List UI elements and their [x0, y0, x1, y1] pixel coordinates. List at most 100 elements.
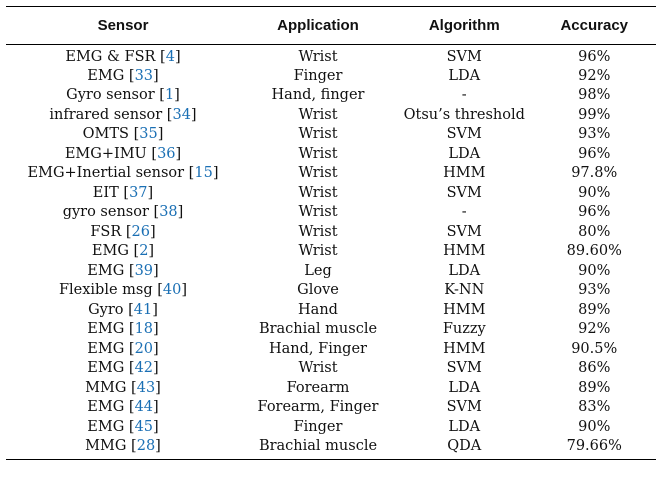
- cell-accuracy: 83%: [578, 399, 611, 416]
- table-row: FSR [26] Wrist SVM 80%: [6, 222, 656, 242]
- cell-application: Wrist: [298, 106, 338, 123]
- citation-link[interactable]: 45: [134, 418, 154, 435]
- cell-algorithm: HMM: [443, 340, 486, 357]
- citation-link[interactable]: 38: [159, 204, 178, 221]
- cell-algorithm: LDA: [448, 379, 481, 396]
- table-header: Sensor Application Algorithm Accuracy: [6, 6, 656, 45]
- citation-link[interactable]: 1: [164, 87, 175, 104]
- sensor-name: FSR: [90, 223, 122, 240]
- cell-sensor: EMG [45]: [87, 418, 159, 435]
- sensor-name: infrared sensor: [49, 106, 163, 123]
- table-row: EMG [45] Finger LDA 90%: [6, 417, 656, 437]
- citation-link[interactable]: 35: [139, 126, 158, 143]
- citation-link[interactable]: 43: [136, 379, 156, 396]
- citation-link[interactable]: 26: [131, 223, 150, 240]
- cell-accuracy: 90%: [578, 418, 611, 435]
- cell-accuracy: 80%: [578, 223, 611, 240]
- cell-application: Wrist: [298, 184, 338, 201]
- citation-link[interactable]: 42: [134, 360, 154, 377]
- citation-link[interactable]: 28: [136, 437, 156, 454]
- cell-sensor: EMG+Inertial sensor [15]: [27, 165, 219, 182]
- cell-accuracy: 86%: [578, 360, 611, 377]
- table-row: OMTS [35] Wrist SVM 93%: [6, 125, 656, 145]
- cell-sensor: EMG [42]: [87, 360, 159, 377]
- cell-sensor: EMG [33]: [87, 67, 159, 84]
- cell-algorithm: SVM: [446, 49, 482, 65]
- cell-accuracy: 89.60%: [566, 243, 622, 260]
- table-row: EMG & FSR [4] Wrist SVM 96%: [6, 45, 656, 67]
- cell-accuracy: 98%: [578, 87, 611, 104]
- cell-application: Wrist: [298, 145, 338, 162]
- cell-accuracy: 93%: [578, 126, 611, 143]
- citation-link[interactable]: 41: [133, 301, 153, 318]
- sensor-name: EMG+Inertial sensor: [27, 165, 185, 182]
- header-row: Sensor Application Algorithm Accuracy: [6, 6, 656, 45]
- cell-sensor: EMG [20]: [87, 340, 159, 357]
- citation-link[interactable]: 34: [172, 106, 191, 123]
- cell-sensor: gyro sensor [38]: [62, 204, 184, 221]
- table-row: gyro sensor [38] Wrist - 96%: [6, 203, 656, 223]
- citation-link[interactable]: 4: [165, 49, 175, 65]
- citation-link[interactable]: 37: [129, 184, 148, 201]
- table-row: EMG [44] Forearm, Finger SVM 83%: [6, 398, 656, 418]
- table-row: EMG+IMU [36] Wrist LDA 96%: [6, 144, 656, 164]
- cell-application: Wrist: [298, 243, 338, 260]
- sensor-name: EMG: [87, 340, 125, 357]
- cell-application: Finger: [293, 418, 343, 435]
- cell-sensor: EMG & FSR [4]: [65, 49, 181, 65]
- cell-accuracy: 97.8%: [571, 165, 618, 182]
- table-row: Flexible msg [40] Glove K-NN 93%: [6, 281, 656, 301]
- sensor-name: MMG: [85, 437, 127, 454]
- table-row: infrared sensor [34] Wrist Otsu’s threshol…: [6, 105, 656, 125]
- cell-application: Wrist: [298, 49, 338, 65]
- citation-link[interactable]: 36: [157, 145, 176, 162]
- citation-link[interactable]: 33: [134, 67, 154, 84]
- cell-accuracy: 92%: [578, 67, 611, 84]
- table-row: EMG [18] Brachial muscle Fuzzy 92%: [6, 320, 656, 340]
- citation-link[interactable]: 40: [162, 282, 182, 299]
- cell-accuracy: 96%: [578, 204, 611, 221]
- citation-link[interactable]: 39: [134, 262, 154, 279]
- cell-algorithm: SVM: [446, 223, 482, 240]
- sensor-name: Gyro: [88, 301, 124, 318]
- cell-sensor: EMG [18]: [87, 321, 159, 338]
- cell-algorithm: LDA: [448, 418, 481, 435]
- cell-algorithm: -: [461, 87, 467, 104]
- table-row: EMG [42] Wrist SVM 86%: [6, 359, 656, 379]
- sensor-name: EIT: [92, 184, 119, 201]
- sensor-name: EMG: [87, 399, 125, 416]
- sensor-comparison-table: Sensor Application Algorithm Accuracy EM…: [6, 6, 656, 460]
- cell-application: Wrist: [298, 165, 338, 182]
- citation-link[interactable]: 18: [134, 321, 154, 338]
- cell-application: Forearm: [286, 379, 350, 396]
- cell-sensor: Gyro sensor [1]: [66, 87, 180, 104]
- sensor-name: EMG & FSR: [65, 49, 156, 65]
- cell-algorithm: HMM: [443, 165, 486, 182]
- citation-link[interactable]: 15: [194, 165, 213, 182]
- sensor-name: EMG: [87, 67, 125, 84]
- cell-sensor: MMG [43]: [85, 379, 161, 396]
- cell-sensor: EMG+IMU [36]: [64, 145, 182, 162]
- cell-algorithm: SVM: [446, 126, 482, 143]
- cell-application: Brachial muscle: [240, 436, 396, 460]
- cell-accuracy: 99%: [578, 106, 611, 123]
- cell-accuracy: 93%: [578, 282, 611, 299]
- table-row: EIT [37] Wrist SVM 90%: [6, 183, 656, 203]
- citation-link[interactable]: 20: [134, 340, 154, 357]
- citation-link[interactable]: 2: [139, 243, 149, 260]
- cell-algorithm: QDA: [396, 436, 533, 460]
- table-row: EMG [39] Leg LDA 90%: [6, 261, 656, 281]
- citation-link[interactable]: 44: [134, 399, 154, 416]
- cell-algorithm: K-NN: [444, 282, 485, 299]
- cell-accuracy: 90%: [578, 262, 611, 279]
- cell-application: Wrist: [298, 360, 338, 377]
- cell-algorithm: LDA: [448, 67, 481, 84]
- cell-sensor: Gyro [41]: [88, 301, 158, 318]
- cell-application: Hand: [298, 301, 338, 318]
- cell-sensor: MMG [28]: [6, 436, 240, 460]
- header-accuracy: Accuracy: [532, 6, 656, 45]
- cell-application: Brachial muscle: [258, 321, 378, 338]
- cell-application: Wrist: [298, 204, 338, 221]
- sensor-name: EMG: [91, 243, 129, 260]
- table-row: MMG [43] Forearm LDA 89%: [6, 378, 656, 398]
